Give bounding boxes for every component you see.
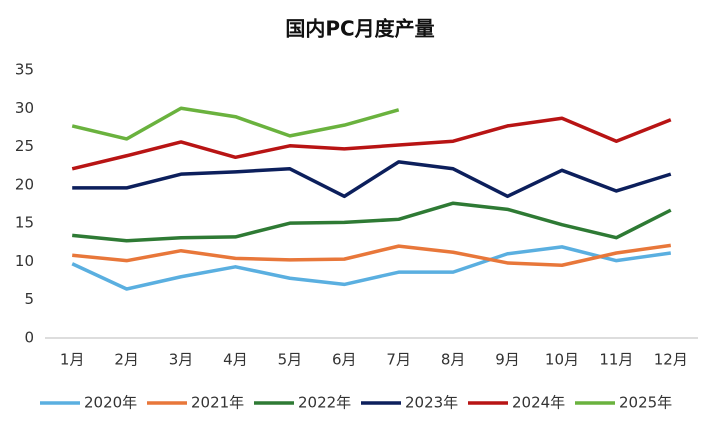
x-tick-label: 4月 — [223, 351, 248, 369]
series-line — [71, 106, 400, 141]
y-tick-label: 5 — [24, 290, 34, 308]
y-tick-label: 25 — [15, 137, 34, 155]
legend-label: 2020年 — [84, 394, 137, 412]
legend-label: 2022年 — [298, 394, 351, 412]
legend-label: 2025年 — [619, 394, 672, 412]
x-tick-label: 8月 — [441, 351, 466, 369]
x-tick-label: 10月 — [545, 351, 579, 369]
x-tick-label: 2月 — [114, 351, 139, 369]
x-tick-label: 5月 — [278, 351, 303, 369]
series-line — [72, 201, 672, 243]
legend-label: 2024年 — [512, 394, 565, 412]
y-tick-label: 20 — [15, 175, 34, 193]
y-tick-label: 0 — [24, 329, 34, 347]
x-tick-label: 6月 — [332, 351, 357, 369]
y-tick-label: 10 — [15, 252, 34, 270]
x-tick-label: 12月 — [654, 351, 688, 369]
legend-label: 2021年 — [191, 394, 244, 412]
y-tick-label: 30 — [15, 99, 34, 117]
series-line — [72, 160, 672, 199]
x-tick-label: 11月 — [599, 351, 633, 369]
x-tick-label: 1月 — [60, 351, 85, 369]
series-line — [71, 116, 672, 171]
chart-title: 国内PC月度产量 — [285, 17, 434, 41]
series-line — [72, 243, 672, 268]
x-tick-label: 9月 — [495, 351, 520, 369]
series-line — [71, 245, 672, 291]
y-tick-label: 15 — [15, 214, 34, 232]
x-tick-label: 3月 — [169, 351, 194, 369]
x-tick-label: 7月 — [386, 351, 411, 369]
legend-label: 2023年 — [405, 394, 458, 412]
y-tick-label: 35 — [15, 61, 34, 79]
